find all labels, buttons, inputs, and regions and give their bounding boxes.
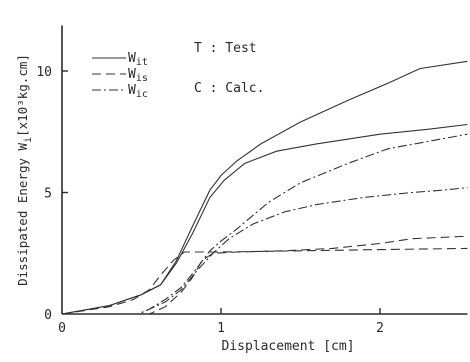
- legend-note-0: T : Test: [194, 41, 257, 56]
- x-axis-title: Displacement [cm]: [221, 339, 354, 354]
- x-tick-label-0: 0: [58, 321, 66, 336]
- y-tick-label-2: 10: [36, 65, 52, 80]
- series-layer: [61, 60, 468, 315]
- y-tick-label-0: 0: [44, 308, 52, 323]
- legend-symbol-0: W: [128, 51, 136, 66]
- series-line-2: [62, 133, 468, 315]
- y-axis-title-group: Dissipated Energy Wi[x10³kg.cm]: [15, 54, 34, 286]
- y-axis-title-unit: [x10³kg.cm]: [15, 54, 30, 137]
- legend-subscript-2: ic: [136, 89, 148, 100]
- series-line-5: [61, 247, 468, 315]
- legend-subscript-1: is: [136, 73, 148, 84]
- legend-subscript-0: it: [136, 57, 148, 68]
- y-tick-label-1: 5: [44, 187, 52, 202]
- y-axis-title-subscript: i: [23, 137, 34, 143]
- x-tick-label-2: 2: [376, 321, 384, 336]
- series-line-1: [61, 123, 468, 315]
- series-line-3: [62, 187, 468, 315]
- ticks: 0 1 2 0 5 10: [36, 65, 384, 336]
- legend-label-0: Wit: [128, 51, 148, 68]
- series-line-4: [62, 235, 468, 315]
- axes: [61, 25, 468, 315]
- x-tick-label-1: 1: [217, 321, 225, 336]
- y-axis-title: Dissipated Energy Wi[x10³kg.cm]: [15, 54, 34, 286]
- legend-label-2: Wic: [128, 83, 148, 100]
- legend-note-1: C : Calc.: [194, 81, 264, 96]
- series-line-0: [61, 60, 468, 315]
- legend-symbol-1: W: [128, 67, 136, 82]
- legend-label-1: Wis: [128, 67, 148, 84]
- legend-symbol-2: W: [128, 83, 136, 98]
- y-axis-title-main: Dissipated Energy W: [15, 142, 30, 285]
